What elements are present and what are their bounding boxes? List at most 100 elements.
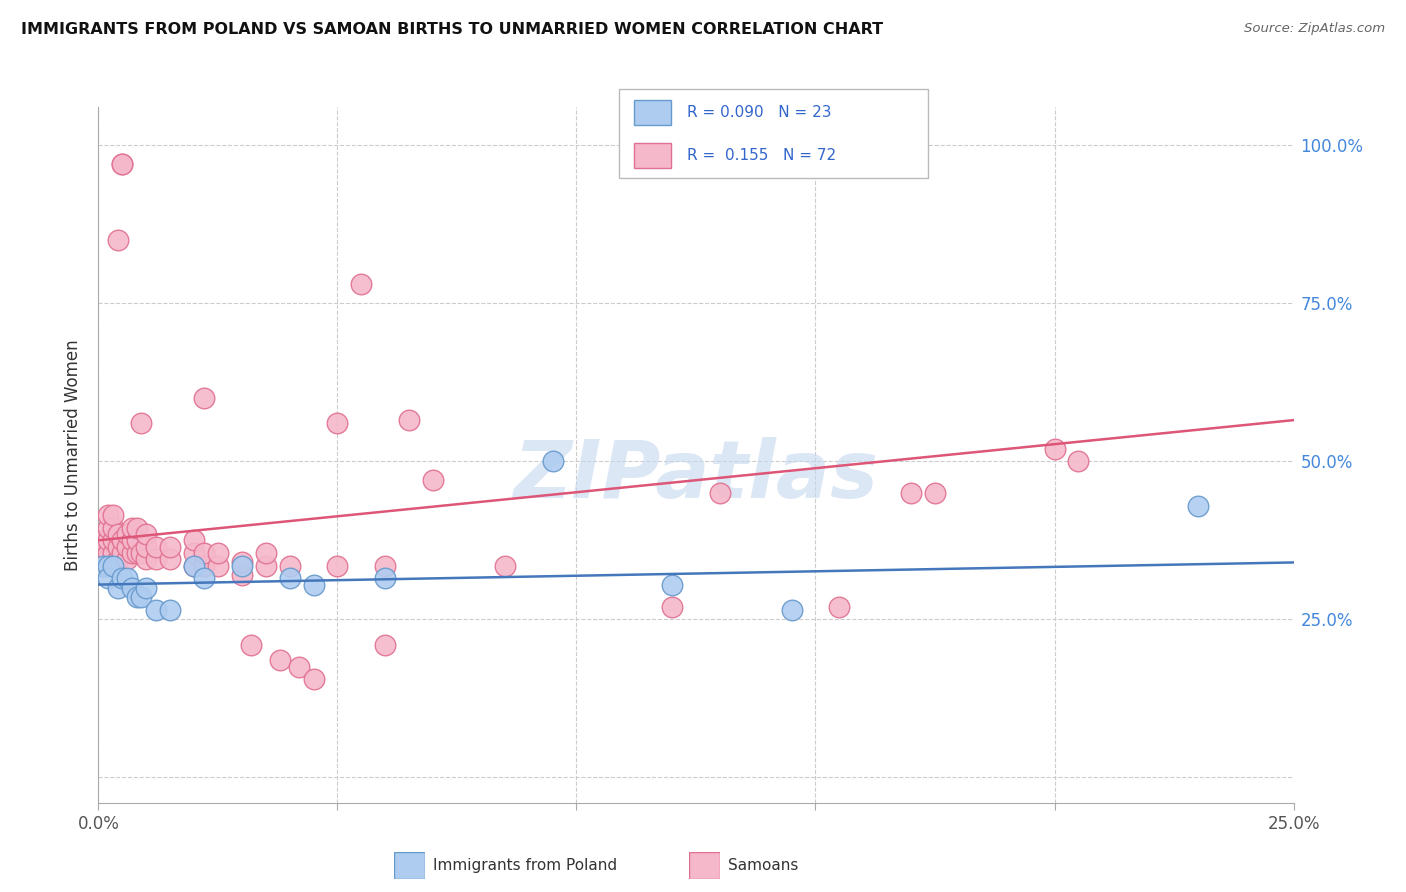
Point [97,508,120,522]
Point [125,591,148,605]
Point [97,546,120,560]
Point [91,546,114,560]
Point [91,558,114,573]
Point [269,653,291,667]
Point [661,599,683,614]
Point [115,527,138,541]
Point [107,233,129,247]
Point [101,508,124,522]
Point [97,552,120,566]
Point [326,558,349,573]
Point [145,603,167,617]
Point [97,533,120,548]
Point [159,540,181,554]
Point [709,486,731,500]
Point [780,603,803,617]
Point [1067,454,1090,468]
Point [115,540,138,554]
FancyBboxPatch shape [689,852,720,879]
Point [125,546,148,560]
Point [131,591,153,605]
Point [135,552,157,566]
Point [111,157,134,171]
Text: Samoans: Samoans [728,858,799,872]
Point [240,638,263,652]
Point [135,581,157,595]
Point [828,599,851,614]
Text: IMMIGRANTS FROM POLAND VS SAMOAN BIRTHS TO UNMARRIED WOMEN CORRELATION CHART: IMMIGRANTS FROM POLAND VS SAMOAN BIRTHS … [21,22,883,37]
Y-axis label: Births to Unmarried Women: Births to Unmarried Women [65,339,83,571]
FancyBboxPatch shape [634,143,671,168]
Point [193,391,215,405]
Point [101,546,124,560]
Point [121,521,143,535]
Point [115,571,138,585]
Point [97,521,120,535]
Point [231,558,253,573]
Point [231,556,253,570]
Point [278,558,301,573]
Point [121,533,143,548]
Point [107,527,129,541]
Point [398,413,420,427]
Point [302,577,325,591]
Point [278,571,301,585]
FancyBboxPatch shape [394,852,425,879]
FancyBboxPatch shape [634,100,671,125]
Point [91,558,114,573]
Point [183,533,205,548]
Point [302,673,325,687]
Point [111,157,134,171]
Point [254,546,277,560]
Point [183,558,205,573]
Point [97,571,120,585]
Point [107,581,129,595]
Point [159,603,181,617]
Point [374,571,396,585]
Point [121,546,143,560]
Point [97,558,120,573]
Point [924,486,946,500]
Point [111,546,134,560]
Point [900,486,922,500]
Point [115,552,138,566]
Text: R = 0.090   N = 23: R = 0.090 N = 23 [686,105,831,120]
Point [111,533,134,548]
Point [1187,499,1209,513]
Point [101,533,124,548]
Point [193,558,215,573]
Point [131,546,153,560]
Point [207,546,229,560]
Point [494,558,516,573]
Point [326,417,349,431]
Point [350,277,373,292]
Point [183,546,205,560]
Point [111,571,134,585]
Text: Source: ZipAtlas.com: Source: ZipAtlas.com [1244,22,1385,36]
Text: Immigrants from Poland: Immigrants from Poland [433,858,617,872]
Point [121,581,143,595]
Point [193,546,215,560]
Point [107,552,129,566]
Point [374,638,396,652]
Point [193,571,215,585]
Point [135,527,157,541]
Point [254,558,277,573]
Point [145,552,167,566]
Point [125,533,148,548]
Point [422,473,444,487]
Point [374,558,396,573]
Point [183,558,205,573]
Point [541,454,564,468]
Point [1043,442,1066,456]
Point [159,552,181,566]
Point [91,533,114,548]
Point [135,540,157,554]
Point [101,521,124,535]
Point [101,558,124,573]
Point [207,558,229,573]
FancyBboxPatch shape [619,89,928,178]
Point [107,540,129,554]
Point [131,417,153,431]
Point [288,660,311,674]
